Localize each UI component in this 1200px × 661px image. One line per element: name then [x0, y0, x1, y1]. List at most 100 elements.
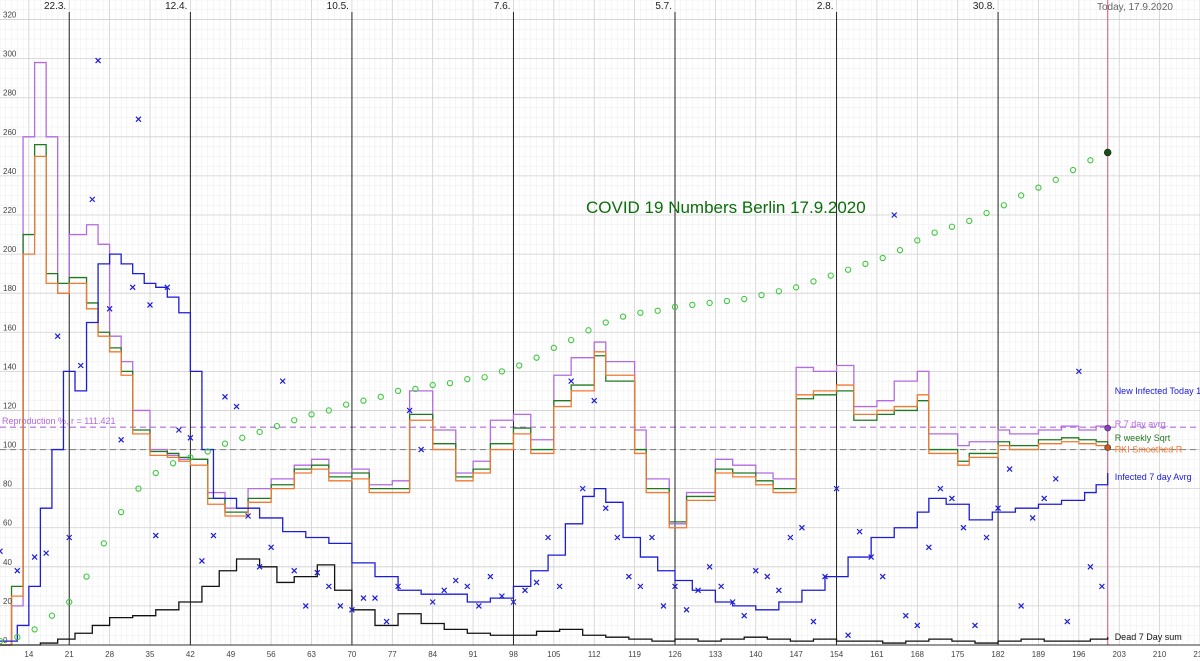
scatter-point [31, 626, 38, 633]
scatter-point [706, 299, 713, 307]
scatter-point [550, 344, 557, 352]
series-end-label: Infected 7 day Avrg [1115, 472, 1192, 482]
scatter-point [43, 550, 50, 557]
y-tick-label: 140 [3, 362, 17, 371]
scatter-point [187, 454, 194, 461]
scatter-point [718, 583, 725, 590]
scatter-point [100, 540, 107, 547]
x-tick-label: 35 [146, 650, 155, 659]
x-tick-label: 105 [547, 650, 561, 659]
x-tick-label: 63 [307, 650, 316, 659]
y-tick-label: 260 [3, 128, 17, 137]
scatter-point [152, 532, 159, 539]
scatter-point [360, 397, 367, 404]
y-tick-label: 0 [3, 636, 8, 645]
scatter-point [862, 260, 869, 268]
scatter-point [210, 532, 217, 539]
y-tick-label: 20 [3, 597, 12, 606]
scatter-point [1000, 202, 1007, 209]
scatter-point [591, 397, 598, 404]
scatter-point [279, 378, 286, 385]
series-labels: New Infected Today 130 R 7 day avrg. R wee… [1115, 386, 1200, 642]
scatter-point [325, 407, 332, 414]
x-tick-label: 196 [1072, 650, 1086, 659]
scatter-point [31, 554, 38, 560]
scatter-point [83, 573, 90, 580]
series-end-label: Dead 7 Day sum [1115, 632, 1182, 642]
scatter-point [891, 212, 898, 218]
scatter-point [648, 534, 655, 541]
scatter-point [1087, 157, 1094, 164]
scatter-point [0, 548, 3, 555]
scatter-point [925, 544, 932, 551]
scatter-point [54, 333, 61, 340]
scatter-point [233, 403, 240, 410]
scatter-point [827, 272, 834, 279]
scatter-point [446, 379, 454, 387]
scatter-point [302, 602, 309, 609]
scatter-point [741, 612, 748, 619]
scatter-point [752, 567, 759, 574]
scatter-point [1069, 166, 1077, 174]
scatter-point [452, 577, 459, 584]
scatter-point [775, 288, 782, 295]
scatter-point [372, 595, 378, 602]
scatter-point [914, 622, 921, 629]
x-tick-label: 147 [789, 650, 803, 659]
y-tick-label: 200 [3, 245, 17, 254]
scatter-point [1006, 466, 1013, 473]
scatter-point [879, 254, 886, 262]
x-tick-label: 119 [628, 650, 641, 659]
scatter-point [325, 583, 332, 590]
scatter-point [245, 513, 252, 519]
scatter-point [695, 587, 702, 594]
scatter-point [810, 618, 817, 625]
scatter-point [475, 602, 482, 609]
scatter-point [481, 374, 488, 381]
scatter-point [619, 313, 627, 320]
scatter-point [995, 505, 1002, 512]
scatter-point [1029, 515, 1036, 521]
date-marker-label: 5.7. [655, 1, 672, 12]
scatter-point [896, 247, 904, 254]
scatter-point [187, 434, 194, 441]
y-tick-label: 240 [3, 167, 17, 176]
scatter-point [914, 237, 921, 244]
today-label: Today, 17.9.2020 [1097, 2, 1173, 13]
scatter-point [14, 634, 21, 641]
scatter-point [464, 583, 471, 590]
scatter-point [464, 376, 471, 383]
scatter-point [308, 411, 315, 418]
scatter-point [579, 485, 586, 492]
scatter-point [256, 563, 263, 570]
date-markers: 22.3. 12.4. 10.5. 7.6. 5.7. 2.8. 30.8. [44, 0, 1109, 645]
scatter-point [948, 495, 955, 502]
scatter-point [175, 427, 182, 433]
scatter-point [793, 284, 800, 291]
x-tick-label: 175 [951, 650, 965, 659]
scatter-point [14, 567, 21, 574]
scatter-point [787, 534, 794, 541]
series-end-label: New Infected Today 130 [1115, 386, 1200, 396]
scatter-point [833, 485, 840, 492]
scatter-point [937, 485, 944, 492]
date-marker-label: 7.6. [494, 1, 511, 12]
scatter-point [164, 284, 171, 291]
y-tick-label: 100 [3, 441, 17, 450]
scatter-point [66, 598, 73, 606]
series-end-label: R weekly Sqrt [1115, 433, 1171, 443]
y-tick-label: 40 [3, 558, 12, 567]
scatter-point [844, 266, 852, 273]
scatter-point [775, 587, 782, 594]
scatter-point [383, 618, 390, 625]
x-tick-label: 182 [991, 650, 1005, 659]
scatter-point [758, 291, 765, 299]
scatter-point [1098, 583, 1105, 590]
x-tick-label: 161 [870, 650, 884, 659]
x-tick-label: 28 [105, 650, 114, 659]
scatter-point [291, 567, 298, 574]
x-tick-label: 98 [509, 650, 518, 659]
series-end-point [1104, 444, 1111, 451]
series-line [0, 253, 1109, 642]
chart-title: COVID 19 Numbers Berlin 17.9.2020 [586, 198, 866, 217]
